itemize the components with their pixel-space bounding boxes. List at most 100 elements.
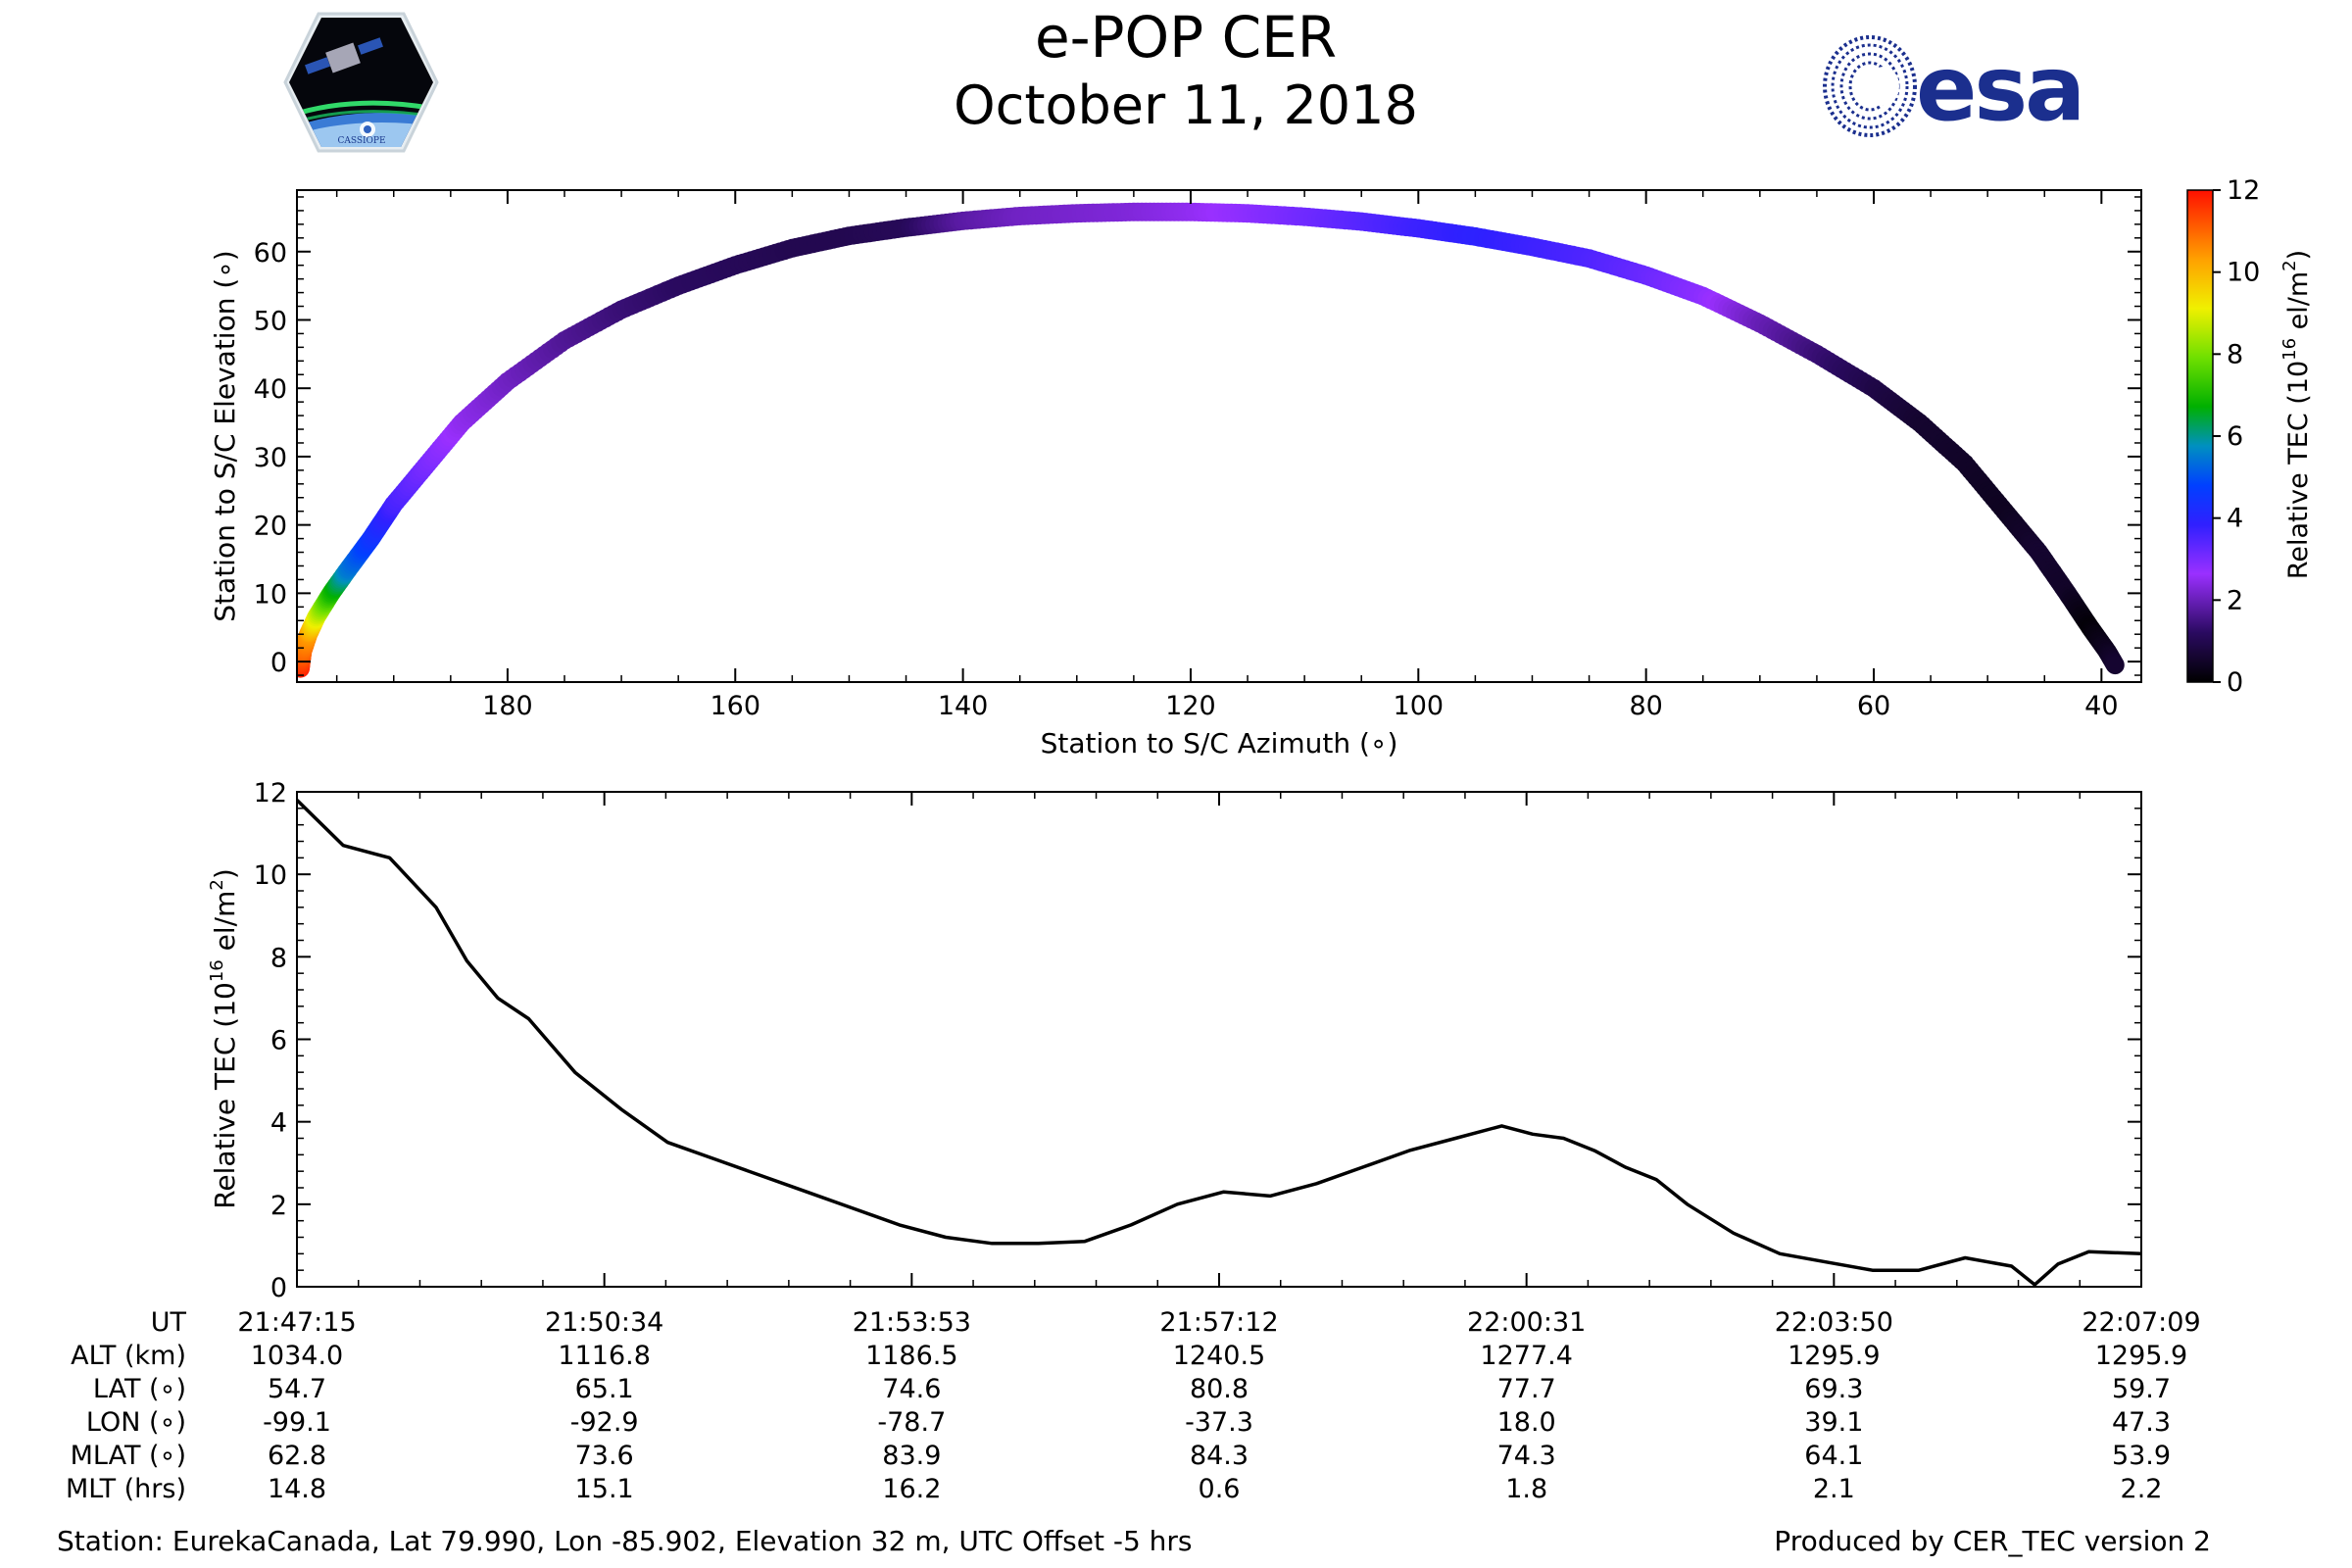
- cassiope-logo-text: CASSIOPE: [337, 136, 385, 146]
- colorbar-label-base: Relative TEC (10: [2283, 361, 2314, 579]
- table-cell: 22:00:31: [1467, 1307, 1586, 1338]
- table-row-label: MLT (hrs): [66, 1474, 186, 1504]
- tec-ylabel-end: ): [209, 868, 241, 879]
- table-cell: -37.3: [1185, 1407, 1253, 1438]
- table-row-label: MLAT (∘): [71, 1441, 186, 1471]
- table-cell: 0.6: [1199, 1474, 1241, 1504]
- table-cell: 15.1: [575, 1474, 634, 1504]
- esa-logo-text: esa: [1916, 36, 2082, 141]
- tec-plot-ticks: 0 2 4 6 8 10 12: [254, 778, 2142, 1303]
- skyplot-xtick-label: 80: [1629, 691, 1662, 721]
- skyplot-xlabel: Station to S/C Azimuth (∘): [1041, 727, 1398, 760]
- table-cell: -99.1: [263, 1407, 331, 1438]
- figure-date: October 11, 2018: [954, 74, 1418, 136]
- skyplot-point: [2105, 656, 2125, 675]
- table-cell: 1295.9: [1788, 1341, 1880, 1371]
- colorbar-label-sup: 16: [2279, 338, 2300, 361]
- skyplot-xtick-label: 160: [710, 691, 760, 721]
- table-cell: 1295.9: [2095, 1341, 2187, 1371]
- table-cell: 2.1: [1813, 1474, 1855, 1504]
- colorbar-tick-label: 10: [2227, 258, 2260, 288]
- table-cell: 18.0: [1497, 1407, 1556, 1438]
- skyplot: 180 160 140 120 100 80 60 40 0 10 20 30 40 50 60 Stati…: [209, 189, 2142, 760]
- table-cell: 59.7: [2112, 1374, 2171, 1404]
- station-info: Station: EurekaCanada, Lat 79.990, Lon -…: [57, 1525, 1193, 1557]
- table-cell: 62.8: [268, 1441, 326, 1471]
- table-cell: 2.2: [2121, 1474, 2163, 1504]
- table-cell: 80.8: [1190, 1374, 1249, 1404]
- colorbar-gradient: [2186, 189, 2214, 683]
- table-cell: -92.9: [570, 1407, 639, 1438]
- table-cell: 21:57:12: [1159, 1307, 1278, 1338]
- table-cell: 21:53:53: [853, 1307, 971, 1338]
- colorbar-label-unit: el/m: [2283, 271, 2314, 338]
- tec-plot-frame: [296, 791, 2142, 1288]
- table-cell: 73.6: [575, 1441, 634, 1471]
- esa-logo: esa: [1823, 35, 2085, 141]
- skyplot-xtick-label: 140: [938, 691, 989, 721]
- colorbar: 0 2 4 6 8 10 12 Relative TEC (1016 el/m2): [2186, 175, 2314, 698]
- colorbar-tick-label: 2: [2227, 585, 2243, 615]
- table-cell: 64.1: [1804, 1441, 1863, 1471]
- skyplot-xtick-label: 120: [1165, 691, 1216, 721]
- table-cell: 84.3: [1190, 1441, 1249, 1471]
- skyplot-ytick-label: 50: [254, 306, 287, 336]
- skyplot-ticks: 180 160 140 120 100 80 60 40 0 10 20 30 40 50 60: [254, 190, 2141, 721]
- colorbar-tick-label: 0: [2227, 667, 2243, 698]
- tec-ytick-label: 12: [254, 778, 287, 808]
- colorbar-tick-label: 8: [2227, 339, 2243, 369]
- skyplot-ytick-label: 10: [254, 579, 287, 610]
- tec-ylabel-sup: 16: [207, 959, 227, 982]
- tec-ylabel-unit: el/m: [209, 891, 241, 960]
- table-row-label: LAT (∘): [93, 1374, 186, 1404]
- table-cell: 16.2: [882, 1474, 941, 1504]
- skyplot-frame: [296, 189, 2142, 683]
- table-cell: 74.3: [1497, 1441, 1556, 1471]
- colorbar-tick-label: 4: [2227, 504, 2243, 534]
- tec-ytick-label: 10: [254, 860, 287, 891]
- skyplot-xtick-label: 60: [1857, 691, 1890, 721]
- table-cell: 21:50:34: [545, 1307, 663, 1338]
- table-cell: 1240.5: [1173, 1341, 1265, 1371]
- table-cell: 83.9: [882, 1441, 941, 1471]
- tec-ylabel-sup2: 2: [207, 879, 227, 890]
- table-row-label: LON (∘): [86, 1407, 186, 1438]
- table-cell: 77.7: [1497, 1374, 1556, 1404]
- tec-ytick-label: 0: [270, 1273, 287, 1303]
- table-row-label: ALT (km): [71, 1341, 186, 1371]
- skyplot-ytick-label: 30: [254, 443, 287, 473]
- skyplot-ytick-label: 40: [254, 374, 287, 405]
- table-cell: 22:07:09: [2082, 1307, 2200, 1338]
- tec-plot-ylabel: Relative TEC (1016 el/m2): [207, 868, 241, 1209]
- table-cell: 14.8: [268, 1474, 326, 1504]
- table-cell: 1116.8: [558, 1341, 650, 1371]
- skyplot-ytick-label: 0: [270, 648, 287, 678]
- table-cell: 1186.5: [865, 1341, 957, 1371]
- figure-title: e-POP CER: [1035, 4, 1337, 71]
- colorbar-label: Relative TEC (1016 el/m2): [2279, 250, 2314, 579]
- table-row-label: UT: [151, 1307, 187, 1338]
- tec-line: [297, 799, 2141, 1287]
- skyplot-xtick-label: 180: [482, 691, 533, 721]
- skyplot-xtick-label: 100: [1394, 691, 1445, 721]
- skyplot-xtick-label: 40: [2084, 691, 2118, 721]
- tec-ytick-label: 4: [270, 1108, 287, 1139]
- table-cell: 69.3: [1804, 1374, 1863, 1404]
- colorbar-tick-label: 12: [2227, 175, 2260, 206]
- table-cell: 39.1: [1804, 1407, 1863, 1438]
- colorbar-tick-label: 6: [2227, 421, 2243, 452]
- table-cell: 74.6: [882, 1374, 941, 1404]
- table-cell: 1277.4: [1480, 1341, 1572, 1371]
- skyplot-ytick-label: 60: [254, 238, 287, 269]
- table-cell: 47.3: [2112, 1407, 2171, 1438]
- cassiope-logo: CASSIOPE: [283, 12, 439, 153]
- table-cell: 65.1: [575, 1374, 634, 1404]
- table-cell: 54.7: [268, 1374, 326, 1404]
- tec-ytick-label: 8: [270, 943, 287, 973]
- skyplot-ytick-label: 20: [254, 512, 287, 542]
- tec-ytick-label: 2: [270, 1191, 287, 1221]
- table-cell: 53.9: [2112, 1441, 2171, 1471]
